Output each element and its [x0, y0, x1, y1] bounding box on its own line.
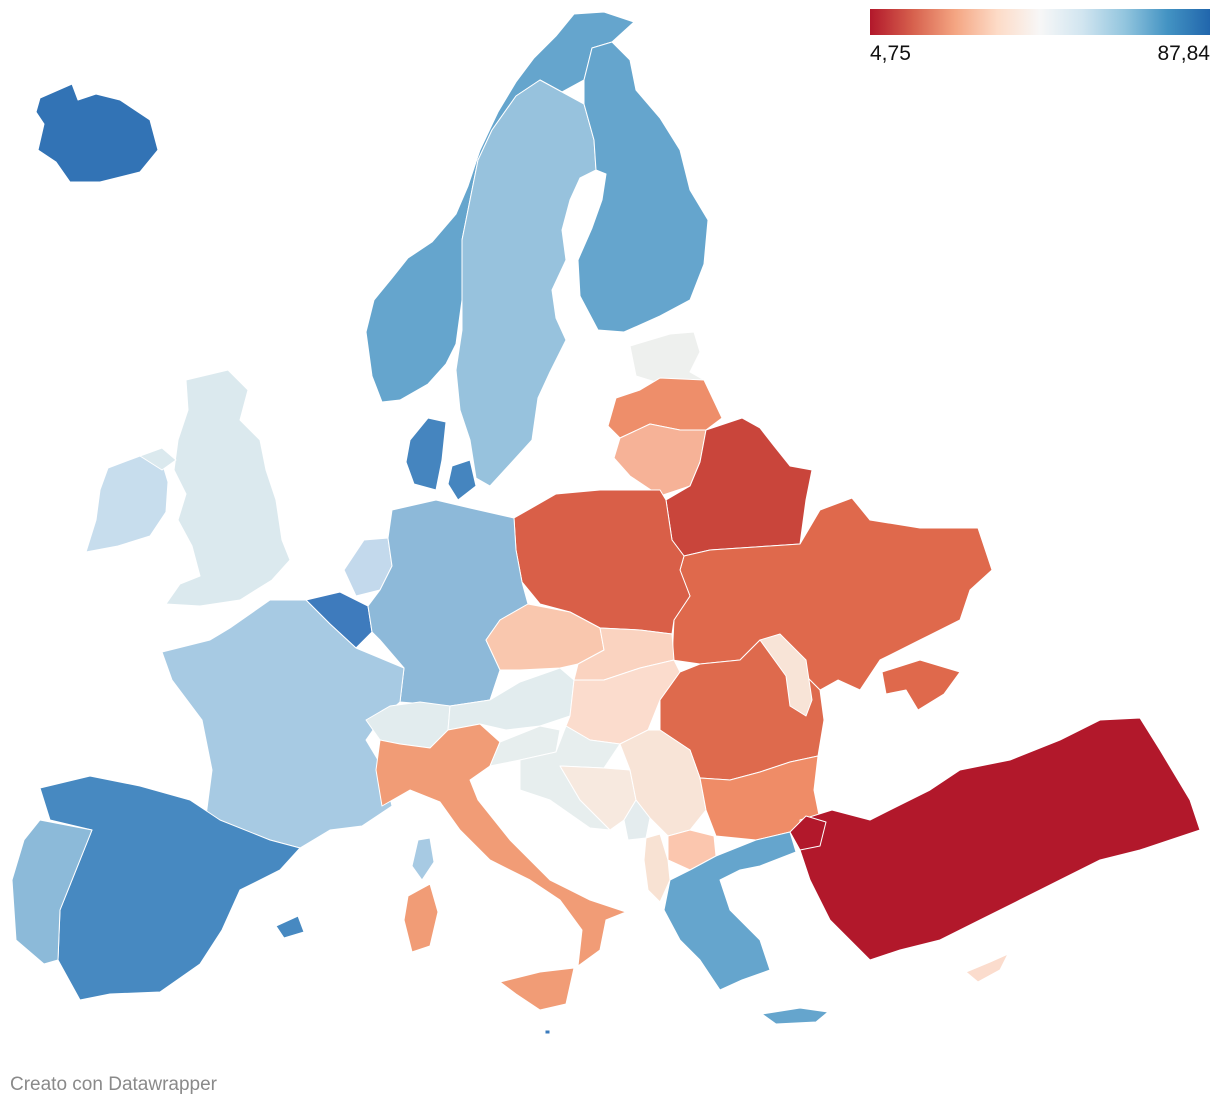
region-hungary[interactable]: [565, 659, 681, 745]
region-estonia[interactable]: [629, 331, 705, 385]
region-portugal[interactable]: [11, 819, 93, 965]
region-ukraine-crimea[interactable]: [881, 659, 961, 711]
region-moldova[interactable]: [759, 633, 813, 717]
region-albania[interactable]: [643, 833, 671, 903]
region-iceland[interactable]: [35, 83, 159, 183]
region-finland[interactable]: [577, 41, 709, 333]
region-denmark-zealand[interactable]: [447, 459, 477, 501]
legend-max-label: 87,84: [1157, 42, 1210, 65]
region-norway[interactable]: [365, 11, 635, 403]
region-united-kingdom-ni[interactable]: [139, 447, 177, 471]
region-ireland[interactable]: [85, 455, 169, 553]
region-malta[interactable]: [544, 1029, 551, 1035]
region-denmark[interactable]: [405, 417, 447, 491]
legend-min-label: 4,75: [870, 42, 911, 65]
region-italy[interactable]: [375, 723, 627, 967]
legend-gradient-bar: [870, 9, 1210, 35]
region-turkey[interactable]: [799, 717, 1201, 961]
region-montenegro[interactable]: [623, 799, 651, 841]
region-greece-crete[interactable]: [761, 1007, 829, 1025]
region-poland[interactable]: [513, 489, 691, 635]
region-sweden[interactable]: [455, 79, 597, 487]
region-spain-balearic[interactable]: [275, 915, 305, 939]
region-bulgaria[interactable]: [699, 755, 821, 841]
region-ukraine[interactable]: [671, 497, 993, 691]
credit-text: Creato con Datawrapper: [10, 1074, 217, 1095]
region-cyprus[interactable]: [965, 953, 1009, 983]
region-united-kingdom[interactable]: [165, 369, 291, 607]
region-serbia[interactable]: [619, 729, 707, 837]
region-italy-sicily[interactable]: [499, 967, 575, 1011]
region-greece[interactable]: [663, 831, 797, 991]
region-italy-sardinia[interactable]: [403, 883, 439, 953]
region-turkey-thrace[interactable]: [789, 815, 827, 851]
color-legend: 4,75 87,84: [870, 9, 1210, 68]
region-france-corsica[interactable]: [411, 837, 435, 881]
